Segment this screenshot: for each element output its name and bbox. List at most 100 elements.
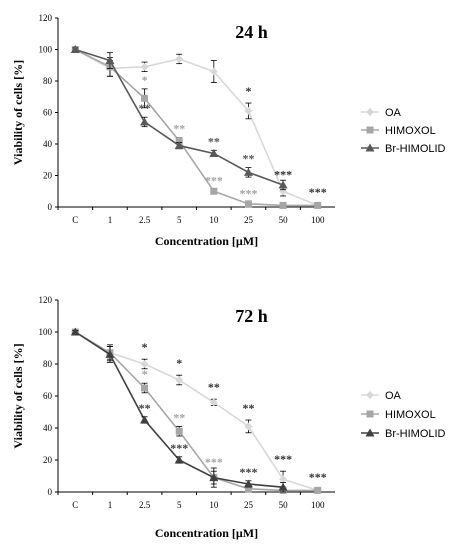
x-tick-label: 50: [279, 500, 289, 510]
y-tick-label: 120: [39, 295, 53, 305]
data-point: [140, 415, 150, 424]
data-point: [105, 349, 115, 358]
data-point: [140, 117, 150, 126]
x-tick-label: 50: [279, 215, 289, 225]
significance-label: **: [208, 134, 220, 148]
legend-label: HIMOXOL: [385, 409, 436, 421]
data-point: [70, 327, 80, 336]
x-axis-label: Concentration [µM]: [155, 234, 258, 248]
series-br-himolid: ********: [70, 327, 288, 493]
y-tick-label: 0: [48, 202, 53, 212]
legend-marker: [366, 410, 374, 418]
significance-label: *: [142, 73, 148, 87]
significance-label: ***: [309, 470, 327, 484]
data-point: [174, 455, 184, 464]
significance-label: ***: [274, 452, 292, 466]
data-point: [243, 479, 253, 488]
data-point: [141, 94, 149, 102]
x-tick-label: C: [72, 215, 78, 225]
legend-entry: Br-HIMOLID: [361, 428, 446, 440]
data-point: [244, 485, 252, 493]
x-tick-label: 10: [209, 500, 219, 510]
series-line: [74, 331, 318, 492]
x-tick-label: 25: [244, 500, 254, 510]
series-line: [74, 331, 318, 492]
x-tick-label: 100: [311, 215, 325, 225]
x-tick-label: 1: [108, 215, 113, 225]
legend-label: Br-HIMOLID: [385, 143, 446, 155]
y-tick-label: 40: [43, 423, 53, 433]
y-tick-label: 80: [43, 76, 53, 86]
data-point: [209, 148, 219, 157]
legend-marker: [366, 126, 374, 134]
significance-label: **: [139, 401, 151, 415]
data-point: [174, 141, 184, 150]
significance-label: ***: [239, 186, 257, 200]
significance-label: ***: [309, 185, 327, 199]
significance-label: ***: [170, 441, 188, 455]
x-axis-label: Concentration [µM]: [155, 526, 258, 540]
data-point: [175, 54, 184, 63]
y-tick-label: 100: [39, 45, 53, 55]
legend-label: HIMOXOL: [385, 125, 436, 137]
data-point: [244, 106, 253, 115]
y-tick-label: 40: [43, 139, 53, 149]
y-axis-label: Viability of cells [%]: [11, 343, 25, 448]
x-tick-label: 10: [209, 215, 219, 225]
data-point: [314, 486, 322, 494]
x-tick-label: 100: [311, 500, 325, 510]
legend-marker: [366, 108, 374, 116]
series-line: [74, 48, 318, 207]
x-tick-label: 5: [177, 500, 182, 510]
data-point: [175, 376, 184, 384]
significance-label: ***: [274, 168, 292, 182]
significance-label: **: [173, 122, 185, 136]
legend-marker: [366, 391, 374, 399]
chart-panel-1: 0 20 40 60 80 100 120 C 1 2.5 5 10 25 50 100 24 h Concen…: [11, 13, 446, 248]
legend-marker: [365, 143, 375, 152]
legend-entry: OA: [361, 107, 402, 119]
significance-label: *: [142, 367, 148, 381]
data-point: [279, 475, 288, 484]
legend-entry: OA: [361, 390, 402, 402]
legend-label: OA: [385, 390, 402, 402]
data-point: [140, 360, 149, 368]
chart-title: 24 h: [235, 22, 268, 42]
legend-entry: HIMOXOL: [361, 125, 436, 137]
data-point: [70, 45, 80, 53]
significance-label: **: [208, 380, 220, 394]
significance-label: ***: [205, 174, 223, 188]
data-point: [279, 201, 287, 209]
significance-label: ***: [205, 455, 223, 469]
data-point: [105, 56, 115, 65]
significance-label: *: [245, 84, 251, 98]
data-point: [209, 473, 219, 482]
x-tick-label: 25: [244, 215, 254, 225]
significance-label: **: [242, 152, 254, 166]
y-tick-label: 120: [39, 13, 53, 23]
y-tick-label: 0: [48, 487, 53, 497]
x-tick-label: 2.5: [139, 500, 151, 510]
legend-marker: [365, 428, 375, 437]
data-point: [209, 398, 218, 407]
data-point: [175, 427, 183, 435]
y-tick-label: 60: [43, 108, 53, 118]
data-point: [279, 187, 288, 196]
x-tick-label: C: [72, 500, 78, 510]
data-point: [278, 180, 288, 189]
chart-panel-2: 0 20 40 60 80 100 120 C 1 2.5 5 10 25 50 100 72 h Concen…: [11, 295, 446, 540]
data-point: [210, 187, 218, 195]
significance-label: *: [176, 356, 182, 370]
series-br-himolid: ******: [70, 45, 288, 191]
significance-label: **: [139, 101, 151, 115]
data-point: [314, 201, 322, 209]
data-point: [243, 167, 253, 176]
significance-label: **: [242, 401, 254, 415]
data-point: [244, 422, 253, 431]
data-point: [140, 62, 149, 71]
series-line: [74, 48, 318, 207]
y-tick-label: 20: [43, 171, 53, 181]
y-tick-label: 100: [39, 327, 53, 337]
legend-label: OA: [385, 107, 402, 119]
